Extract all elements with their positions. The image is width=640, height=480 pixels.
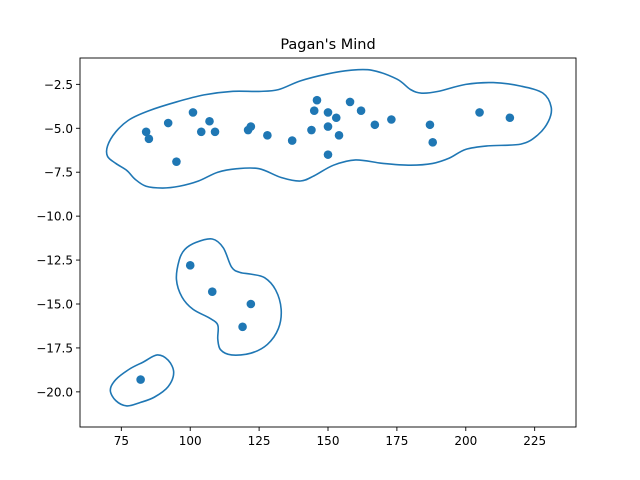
data-point (263, 131, 272, 140)
y-tick-label: −7.5 (44, 166, 73, 180)
data-point (144, 134, 154, 144)
data-point (387, 115, 396, 124)
data-point (307, 125, 316, 135)
data-point (238, 322, 247, 332)
middle-cluster-contour (175, 238, 283, 356)
data-point (163, 118, 173, 128)
data-point (246, 299, 256, 309)
data-point (331, 113, 341, 123)
data-point (207, 287, 217, 297)
data-point (136, 375, 145, 384)
data-point (309, 106, 319, 116)
y-tick-label: −10.0 (36, 210, 73, 224)
y-tick-label: −17.5 (36, 341, 73, 355)
data-point (323, 122, 333, 131)
upper-cluster-contour (105, 68, 553, 189)
x-tick-label: 75 (114, 434, 129, 448)
data-point (345, 97, 355, 107)
y-tick-label: −20.0 (36, 385, 73, 399)
plot-background (80, 58, 576, 427)
data-point (205, 116, 214, 126)
y-tick-label: −15.0 (36, 298, 73, 312)
data-point (425, 120, 435, 130)
data-points (136, 95, 515, 384)
data-point (287, 136, 297, 145)
data-point (475, 108, 484, 117)
data-point (356, 106, 366, 116)
plot-area (80, 58, 576, 427)
chart-title: Pagan's Mind (280, 37, 375, 53)
data-point (185, 261, 195, 270)
data-point (246, 122, 256, 131)
y-tick-label: −5.0 (44, 122, 73, 136)
data-point (505, 113, 515, 123)
y-tick-label: −2.5 (44, 78, 73, 92)
data-point (428, 138, 438, 147)
axes: 75 100 125 150 175 200 225 −2.5 −5.0 −7.5 −10.0 −12… (36, 57, 577, 448)
data-point (323, 150, 333, 159)
data-point (323, 108, 333, 117)
data-point (312, 95, 322, 105)
density-contours (105, 68, 553, 407)
data-point (370, 120, 380, 130)
x-tick-label: 175 (385, 434, 408, 448)
data-point (334, 131, 344, 140)
data-point (141, 127, 151, 137)
x-tick-label: 150 (317, 434, 340, 448)
x-tick-label: 225 (523, 434, 546, 448)
data-point (188, 108, 198, 117)
data-point (210, 127, 220, 137)
lower-cluster-contour (109, 354, 175, 407)
x-tick-label: 100 (179, 434, 202, 448)
y-tick-label: −12.5 (36, 254, 73, 268)
x-tick-label: 200 (454, 434, 477, 448)
x-tick-label: 125 (248, 434, 271, 448)
data-point (196, 127, 206, 137)
data-point (172, 157, 181, 166)
